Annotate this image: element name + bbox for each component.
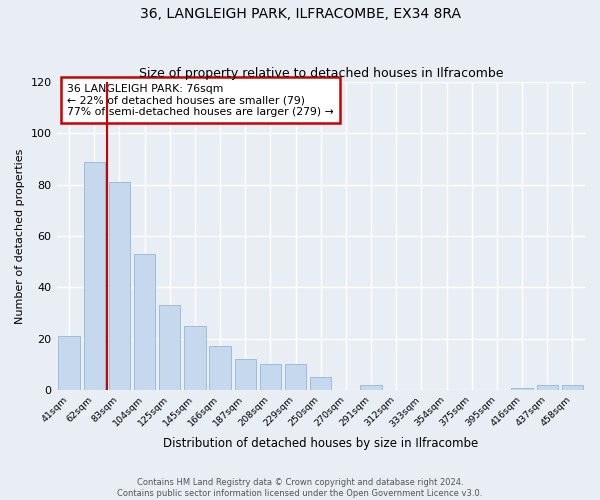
X-axis label: Distribution of detached houses by size in Ilfracombe: Distribution of detached houses by size …: [163, 437, 478, 450]
Bar: [184, 326, 206, 390]
Bar: [209, 346, 231, 390]
Bar: [511, 388, 533, 390]
Bar: [58, 336, 80, 390]
Title: Size of property relative to detached houses in Ilfracombe: Size of property relative to detached ho…: [139, 66, 503, 80]
Bar: [285, 364, 307, 390]
Bar: [536, 385, 558, 390]
Bar: [159, 306, 181, 390]
Text: Contains HM Land Registry data © Crown copyright and database right 2024.
Contai: Contains HM Land Registry data © Crown c…: [118, 478, 482, 498]
Text: 36 LANGLEIGH PARK: 76sqm
← 22% of detached houses are smaller (79)
77% of semi-d: 36 LANGLEIGH PARK: 76sqm ← 22% of detach…: [67, 84, 334, 117]
Bar: [310, 378, 331, 390]
Bar: [134, 254, 155, 390]
Bar: [235, 360, 256, 390]
Bar: [83, 162, 105, 390]
Bar: [109, 182, 130, 390]
Bar: [260, 364, 281, 390]
Bar: [562, 385, 583, 390]
Text: 36, LANGLEIGH PARK, ILFRACOMBE, EX34 8RA: 36, LANGLEIGH PARK, ILFRACOMBE, EX34 8RA: [139, 8, 461, 22]
Y-axis label: Number of detached properties: Number of detached properties: [15, 148, 25, 324]
Bar: [361, 385, 382, 390]
